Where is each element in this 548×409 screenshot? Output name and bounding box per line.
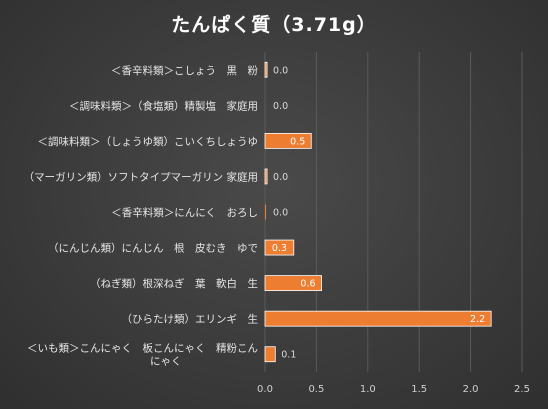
category-label-line: ＜調味料類＞（しょうゆ類）こいくちしょうゆ [38,135,259,148]
data-label: 0.3 [272,243,287,254]
bar [264,275,322,292]
bar [264,168,268,185]
category-label-line: （にんじん類）にんじん 根 皮むき ゆで [48,242,258,255]
category-label: ＜調味料類＞（食塩類）精製塩 家庭用 [69,99,258,112]
x-tick-label: 1.5 [411,384,427,395]
x-tick-label: 0.0 [257,384,273,395]
data-label: 0.0 [273,172,288,183]
category-label-line: ＜香辛料類＞にんにく おろし [111,206,258,219]
category-label: （マーガリン類）ソフトタイプマーガリン 家庭用 [24,170,258,183]
x-tick-label: 2.0 [463,384,479,395]
category-label-line: ＜調味料類＞（食塩類）精製塩 家庭用 [69,99,258,112]
x-tick-label: 2.5 [514,384,530,395]
category-label: ＜香辛料類＞こしょう 黒 粉 [111,64,258,77]
category-label-line: ＜香辛料類＞こしょう 黒 粉 [111,64,258,77]
data-label: 0.0 [273,208,288,219]
category-label-line: ＜いも類＞こんにゃく 板こんにゃく 精粉こん [27,342,258,355]
bar [264,239,295,256]
category-label: （にんじん類）にんじん 根 皮むき ゆで [48,242,258,255]
category-label-line: （ひらたけ類）エリンギ 生 [122,313,259,326]
data-label: 0.1 [281,350,296,361]
x-tick-label: 1.0 [360,384,376,395]
data-label: 2.2 [470,314,485,325]
bar [264,310,492,327]
category-label: （ねぎ類）根深ねぎ 葉 軟白 生 [90,277,258,290]
bar [264,132,312,149]
category-label: （ひらたけ類）エリンギ 生 [122,313,259,326]
category-label-line: （ねぎ類）根深ねぎ 葉 軟白 生 [90,277,258,290]
data-label: 0.0 [273,65,288,76]
bar [265,204,267,220]
bar [264,346,276,363]
data-label: 0.6 [300,279,315,290]
category-label: ＜調味料類＞（しょうゆ類）こいくちしょうゆ [38,135,259,148]
x-tick-label: 0.5 [308,384,324,395]
chart-title: たんぱく質（3.71g） [171,14,377,36]
data-label: 0.5 [290,136,305,147]
data-label: 0.0 [273,101,288,112]
category-label: ＜いも類＞こんにゃく 板こんにゃく 精粉こんにゃく [27,342,258,368]
category-label: ＜香辛料類＞にんにく おろし [111,206,258,219]
bar [264,61,268,78]
category-label-line: （マーガリン類）ソフトタイプマーガリン 家庭用 [24,170,258,183]
category-label-line: にゃく [150,356,182,368]
